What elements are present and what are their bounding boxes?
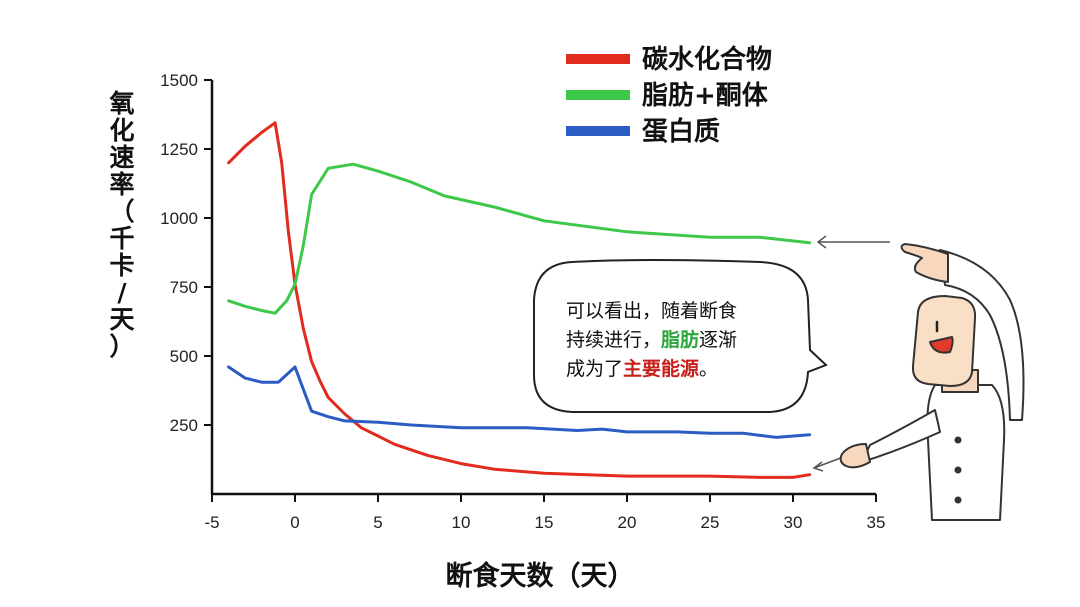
legend-label: 脂肪+酮体 <box>642 81 769 111</box>
bubble-highlight-fat: 脂肪 <box>661 328 699 351</box>
series-group <box>227 121 812 479</box>
bubble-line-1: 可以看出，随着断食 <box>566 300 737 322</box>
legend-swatch <box>566 90 630 100</box>
x-tick-label: 30 <box>784 513 803 532</box>
y-axis-label-char: 卡 <box>109 251 134 280</box>
pointer-arrow-top <box>816 235 890 249</box>
x-axis-label: 断食天数（天） <box>446 560 635 592</box>
x-tick-label: 20 <box>618 513 637 532</box>
y-ticks: 250 500 750 1000 1250 1500 <box>160 71 212 435</box>
bubble-highlight-main-energy: 主要能源 <box>623 357 699 380</box>
y-tick-label: 1250 <box>160 140 198 159</box>
bubble-line-2a: 持续进行， <box>566 329 661 351</box>
y-axis-label-char: 千 <box>109 224 134 253</box>
y-axis-label-char: 天 <box>109 305 134 334</box>
x-ticks: -5 0 5 10 15 20 25 30 35 <box>204 494 885 532</box>
series-line-3 <box>227 365 812 439</box>
x-tick-label: 0 <box>290 513 299 532</box>
y-axis-label-char: 率 <box>109 170 134 199</box>
legend-label: 碳水化合物 <box>642 44 772 75</box>
y-axis-label-char: / <box>117 278 127 307</box>
y-tick-label: 1500 <box>160 71 198 90</box>
cartoon-professor-illustration <box>839 243 1025 521</box>
x-tick-label: 25 <box>701 513 720 532</box>
x-tick-label: 15 <box>535 513 554 532</box>
bubble-line-3a: 成为了 <box>566 358 623 380</box>
x-tick-label: -5 <box>204 513 219 532</box>
y-axis-label-char: （ <box>109 197 134 226</box>
y-tick-label: 1000 <box>160 209 198 228</box>
svg-text:持续进行，脂肪逐渐: 持续进行，脂肪逐渐 <box>566 328 737 351</box>
svg-text:成为了主要能源。: 成为了主要能源。 <box>566 357 718 380</box>
y-axis-label-char: 氧 <box>108 89 134 118</box>
y-axis-label-char: 速 <box>109 143 134 172</box>
y-axis-label: 氧化速率（千卡/天） <box>108 89 134 361</box>
y-tick-label: 750 <box>170 278 198 297</box>
y-tick-label: 500 <box>170 347 198 366</box>
speech-bubble-shape <box>533 259 828 413</box>
bubble-line-3c: 。 <box>699 358 718 380</box>
x-tick-label: 5 <box>373 513 382 532</box>
bubble-line-2c: 逐渐 <box>699 329 737 351</box>
legend-swatch <box>566 54 630 64</box>
legend-label: 蛋白质 <box>642 116 720 147</box>
svg-text:可以看出，随着断食: 可以看出，随着断食 <box>566 300 737 322</box>
y-axis-label-char: 化 <box>109 116 134 145</box>
legend-swatch <box>566 126 630 136</box>
y-axis-label-char: ） <box>109 332 134 361</box>
x-tick-label: 10 <box>452 513 471 532</box>
x-tick-label: 35 <box>867 513 886 532</box>
series-line-2 <box>227 162 812 315</box>
y-tick-label: 250 <box>170 416 198 435</box>
speech-bubble: 可以看出，随着断食 持续进行，脂肪逐渐 成为了主要能源。 <box>533 259 828 413</box>
